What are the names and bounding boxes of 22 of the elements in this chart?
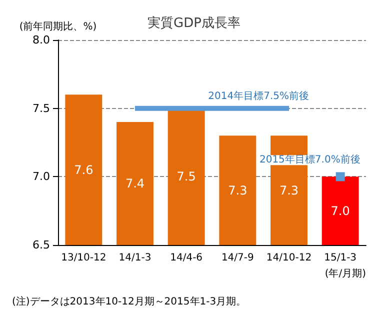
- y-tick-label: 7.5: [32, 102, 50, 115]
- series-label: 2015年目標7.0%前後: [259, 154, 360, 166]
- x-tick-label: 13/10-12: [61, 252, 106, 264]
- x-tick-label: 15/1-3: [324, 252, 357, 264]
- chart-title: 実質GDP成長率: [148, 15, 240, 31]
- data-label: 7.6: [74, 162, 94, 177]
- y-tick-label: 8.0: [32, 34, 50, 46]
- text: (注)データは2013年10-12月期～2015年1-3月期。: [12, 296, 246, 308]
- x-tick-label: 14/10-12: [266, 252, 312, 264]
- data-label: 7.3: [228, 183, 248, 198]
- data-label: 7.4: [125, 176, 145, 190]
- x-tick-label: 14/1-3: [118, 252, 152, 264]
- series-label: 2014年目標7.5%前後: [208, 90, 309, 102]
- y-axis-title: (前年同期比、%): [19, 20, 97, 32]
- x-tick-label: 14/4-6: [170, 252, 203, 264]
- data-label: 7.5: [176, 170, 196, 184]
- data-label: 7.3: [279, 183, 299, 198]
- data-label: 7.0: [330, 204, 350, 218]
- y-tick-label: 7.0: [32, 170, 50, 184]
- x-tick-label: 14/7-9: [221, 252, 254, 264]
- y-tick-label: 6.5: [32, 238, 50, 252]
- x-axis-title: (年/月期): [324, 268, 366, 280]
